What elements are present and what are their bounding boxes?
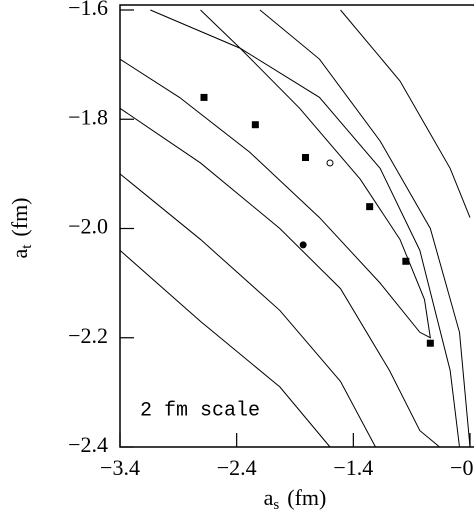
x-tick-label: −1.4 xyxy=(333,455,373,480)
square-point xyxy=(200,93,208,101)
x-tick-label: −2.4 xyxy=(217,455,257,480)
x-axis-label: as (fm) xyxy=(264,485,327,513)
square-point xyxy=(366,203,374,211)
y-label-text: a xyxy=(7,249,32,259)
y-axis-label: at (fm) xyxy=(7,197,35,258)
contour-line xyxy=(119,173,376,448)
x-label-unit: (fm) xyxy=(287,485,326,510)
x-label-sub: s xyxy=(273,497,279,513)
annotation: 2 fm scale xyxy=(140,399,260,422)
y-tick-label: −1.8 xyxy=(68,104,108,129)
square-point xyxy=(251,121,259,129)
square-point xyxy=(426,339,434,347)
y-tick-label: −2.4 xyxy=(68,432,108,457)
contour-line xyxy=(259,9,471,448)
y-tick-label: −1.6 xyxy=(68,0,108,20)
x-label-text: a xyxy=(264,485,274,510)
x-tick-label: −3.4 xyxy=(100,455,140,480)
contour-line xyxy=(150,9,460,448)
y-tick-label: −2.2 xyxy=(68,323,108,348)
contour-line xyxy=(340,9,471,218)
contour-line xyxy=(119,107,440,448)
y-label-unit: (fm) xyxy=(7,197,32,236)
y-tick-label: −2.0 xyxy=(68,214,108,239)
contour-line xyxy=(119,9,431,339)
y-label-sub: t xyxy=(19,244,35,249)
filled-point xyxy=(299,241,307,249)
x-tick-label: −0.4 xyxy=(450,455,474,480)
square-point xyxy=(302,153,309,161)
plot-frame xyxy=(119,4,474,448)
square-point xyxy=(402,257,410,265)
contour-line xyxy=(119,249,331,448)
open-point xyxy=(326,159,334,167)
